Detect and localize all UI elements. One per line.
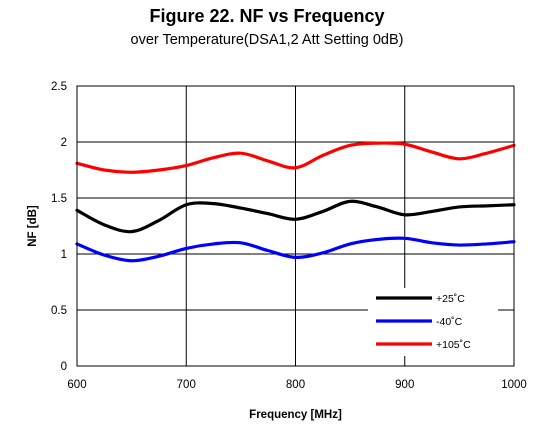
x-tick-label: 600: [67, 379, 86, 391]
tick-labels: 0 0.5 1 1.5 2 2.5 600 700 800 900 1000: [51, 81, 527, 391]
y-tick-label: 1: [61, 249, 67, 261]
y-tick-label: 2.5: [51, 81, 67, 93]
plot-area-border: [76, 85, 515, 367]
chart-title: Figure 22. NF vs Frequency: [149, 6, 385, 26]
series-lines: [75, 141, 516, 263]
y-tick-label: 0.5: [51, 305, 67, 317]
y-tick-label: 1.5: [51, 193, 67, 205]
series-line-0: [75, 199, 516, 234]
y-tick-label: 0: [61, 361, 67, 373]
legend: +25˚C -40˚C +105˚C: [368, 288, 498, 356]
series-line-1: [75, 236, 516, 263]
legend-label: +105˚C: [436, 339, 471, 351]
y-axis-label: NF [dB]: [27, 205, 39, 247]
chart-subtitle: over Temperature(DSA1,2 Att Setting 0dB): [130, 32, 404, 48]
x-tick-label: 800: [286, 379, 305, 391]
x-tick-label: 900: [395, 379, 414, 391]
x-tick-label: 700: [177, 379, 196, 391]
legend-label: -40˚C: [436, 316, 463, 328]
y-tick-label: 2: [61, 137, 67, 149]
x-axis-label: Frequency [MHz]: [249, 409, 342, 421]
x-tick-label: 1000: [501, 379, 527, 391]
legend-label: +25˚C: [436, 293, 465, 305]
series-line-2: [75, 141, 516, 174]
